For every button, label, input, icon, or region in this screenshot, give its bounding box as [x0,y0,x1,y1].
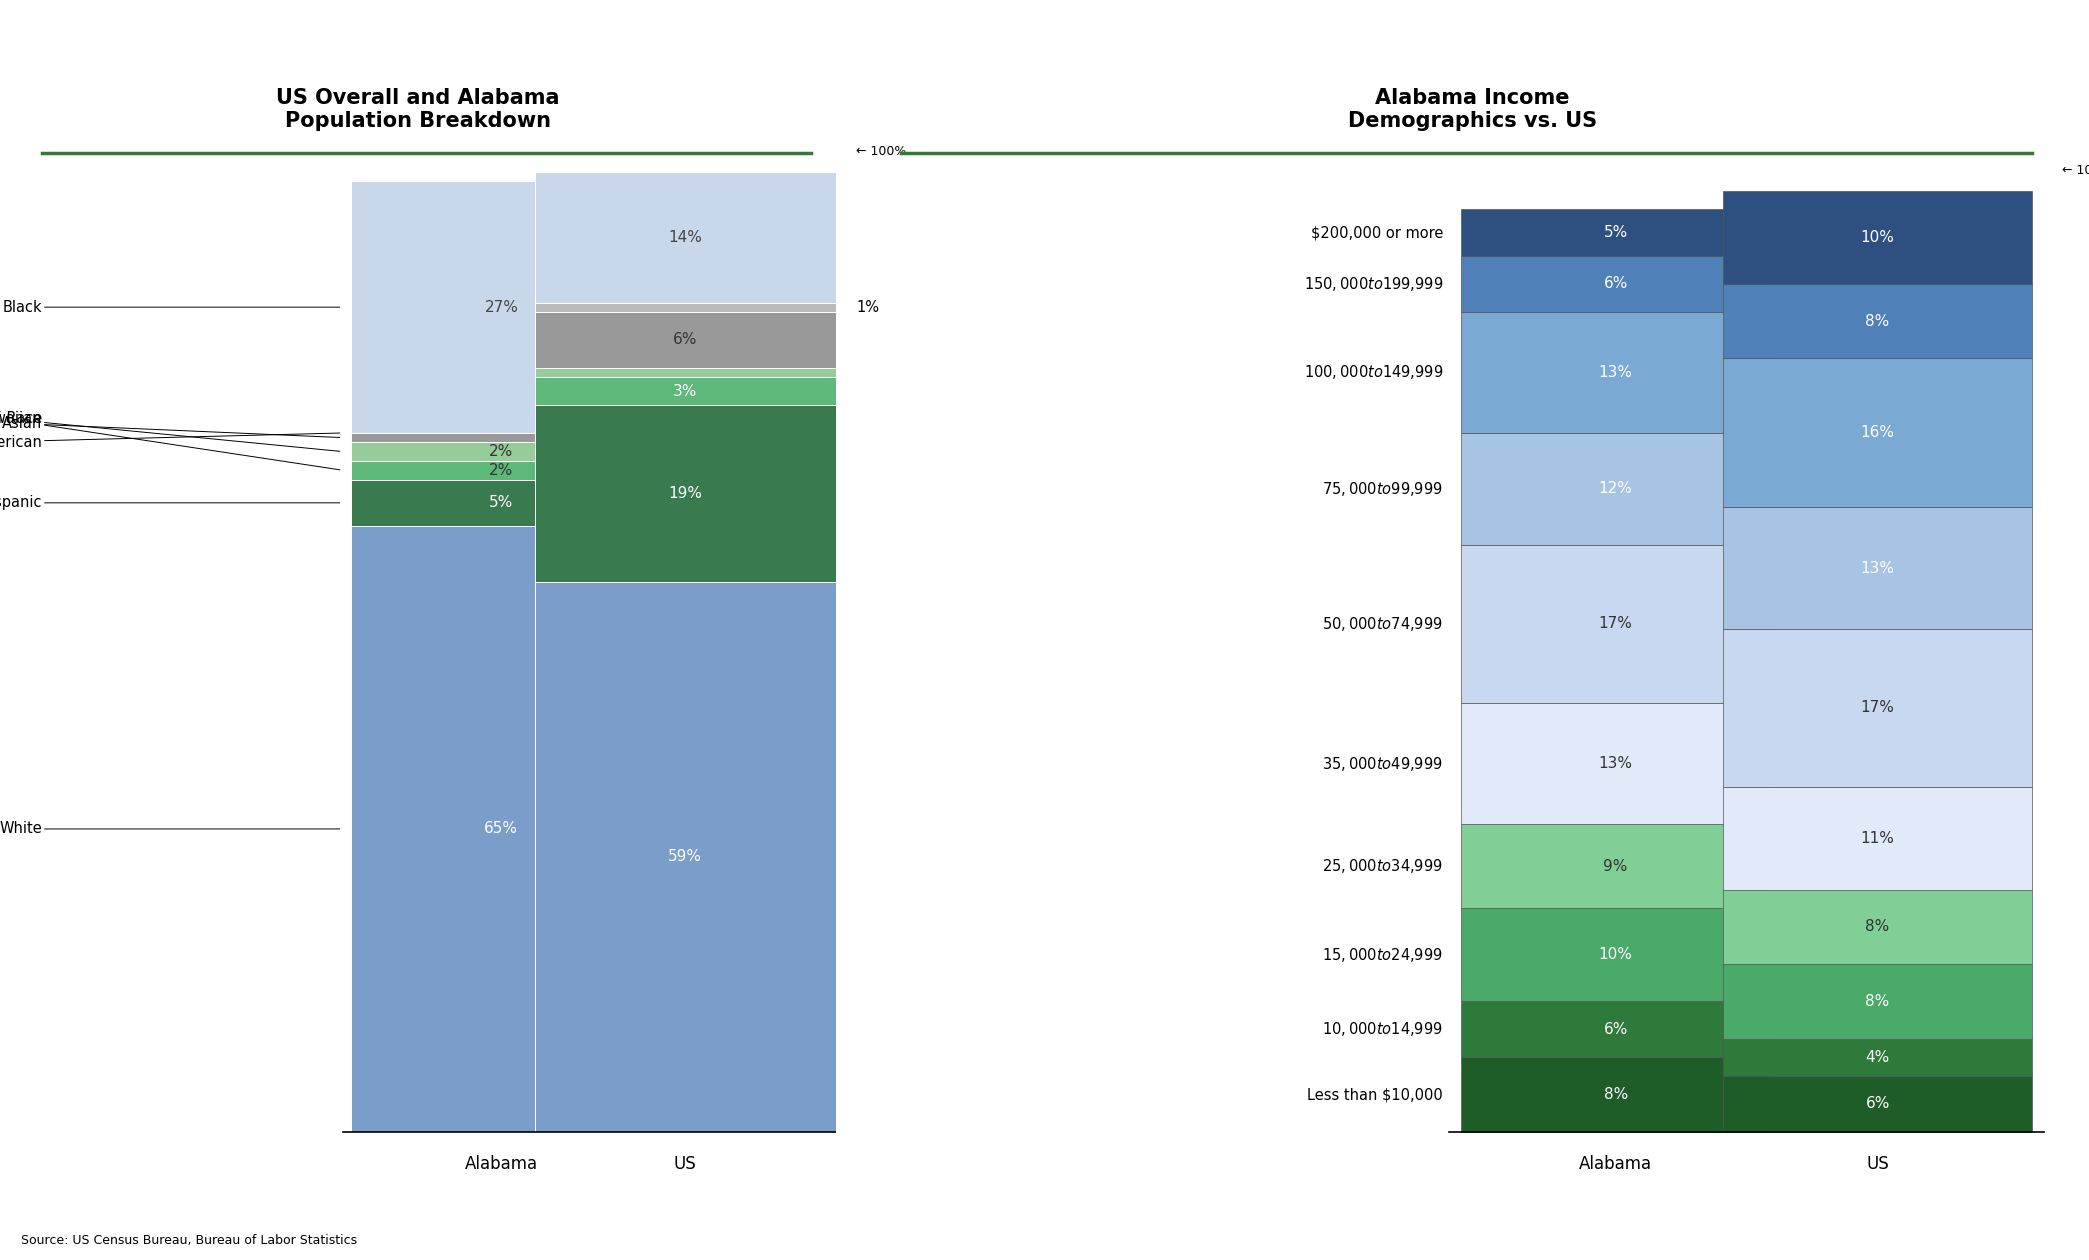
Text: Native American: Native American [0,433,341,450]
Bar [1723,890,2033,964]
Text: $200,000 or more: $200,000 or more [1310,226,1443,241]
Text: $150,000 to $199,999: $150,000 to $199,999 [1304,275,1443,292]
Bar [535,404,836,582]
Text: US: US [1865,1155,1888,1173]
Text: ← 100%: ← 100% [856,145,907,158]
Text: 13%: 13% [1861,561,1895,576]
Text: 3%: 3% [673,383,698,398]
Text: 5%: 5% [1604,226,1627,241]
Bar [1723,629,2033,788]
Bar [535,311,836,368]
Text: Source: US Census Bureau, Bureau of Labor Statistics: Source: US Census Bureau, Bureau of Labo… [21,1235,357,1247]
Text: 17%: 17% [1598,616,1634,631]
Text: Multi Race: Multi Race [0,412,341,470]
Bar [535,368,836,377]
Bar [351,461,652,480]
Text: Alabama: Alabama [1579,1155,1652,1173]
Bar [1723,358,2033,508]
Bar [1460,209,1771,256]
Text: 9%: 9% [1604,859,1627,873]
Text: Hawaiian: Hawaiian [0,412,341,451]
Text: US Overall and Alabama
Population Breakdown: US Overall and Alabama Population Breakd… [276,88,560,131]
Text: Less than $10,000: Less than $10,000 [1308,1087,1443,1102]
Bar [1723,190,2033,284]
Text: 8%: 8% [1865,994,1891,1009]
Text: 14%: 14% [668,229,702,244]
Text: 8%: 8% [1865,314,1891,329]
Bar [1460,824,1771,908]
Bar [1723,284,2033,358]
Text: Alabama Income
Demographics vs. US: Alabama Income Demographics vs. US [1347,88,1598,131]
Text: 8%: 8% [1865,920,1891,934]
Text: ← 100%: ← 100% [2062,164,2089,176]
Text: 65%: 65% [485,822,518,837]
Bar [351,181,652,433]
Bar [1460,544,1771,703]
Bar [535,173,836,302]
Text: $100,000 to $149,999: $100,000 to $149,999 [1304,363,1443,382]
Text: 8%: 8% [1604,1087,1627,1102]
Bar [351,527,652,1131]
Bar [1460,433,1771,544]
Text: Black: Black [2,300,341,315]
Text: 17%: 17% [1861,701,1895,716]
Text: 12%: 12% [1598,481,1634,496]
Text: 11%: 11% [1861,830,1895,845]
Bar [1460,256,1771,311]
Bar [1723,964,2033,1038]
Text: 6%: 6% [1865,1096,1891,1111]
Text: 13%: 13% [1598,365,1634,379]
Text: Asian: Asian [2,416,341,437]
Bar [1723,1076,2033,1131]
Text: 4%: 4% [1865,1050,1891,1065]
Text: 5%: 5% [489,495,514,510]
Bar [1460,1002,1771,1057]
Bar [351,480,652,527]
Bar [1723,1038,2033,1076]
Text: US: US [675,1155,696,1173]
Bar [535,377,836,404]
Text: 19%: 19% [668,486,702,501]
Bar [351,433,652,442]
Text: $50,000 to $74,999: $50,000 to $74,999 [1322,615,1443,633]
Text: 59%: 59% [668,849,702,864]
Text: 27%: 27% [485,300,518,315]
Text: Alabama: Alabama [464,1155,539,1173]
Text: 10%: 10% [1861,229,1895,244]
Bar [1460,703,1771,824]
Bar [535,582,836,1131]
Text: $25,000 to $34,999: $25,000 to $34,999 [1322,857,1443,876]
Text: 1%: 1% [856,300,879,315]
Text: 10%: 10% [1598,948,1634,963]
Text: White: White [0,822,341,837]
Bar [351,442,652,461]
Bar [1723,508,2033,629]
Text: 16%: 16% [1861,426,1895,441]
Text: 6%: 6% [1604,1022,1627,1037]
Bar [1723,788,2033,890]
Text: $75,000 to $99,999: $75,000 to $99,999 [1322,480,1443,498]
Bar [1460,1057,1771,1131]
Bar [535,302,836,311]
Text: 6%: 6% [673,333,698,348]
Text: $15,000 to $24,999: $15,000 to $24,999 [1322,946,1443,964]
Text: 2%: 2% [489,462,514,478]
Bar [1460,908,1771,1002]
Bar [1460,311,1771,433]
Text: $35,000 to $49,999: $35,000 to $49,999 [1322,755,1443,772]
Text: Hispanic: Hispanic [0,495,341,510]
Text: $10,000 to $14,999: $10,000 to $14,999 [1322,1021,1443,1038]
Text: 13%: 13% [1598,756,1634,771]
Text: 2%: 2% [489,444,514,459]
Text: 6%: 6% [1604,276,1627,291]
